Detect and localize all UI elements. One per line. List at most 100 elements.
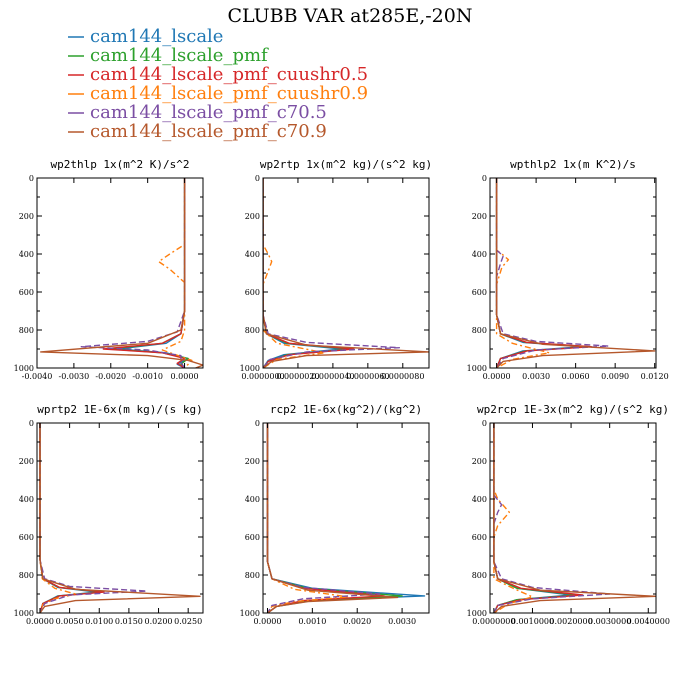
x-tick-label: -0.0020 [95,372,126,381]
x-tick-label: 0.0030 [522,372,550,381]
panel-4: wprtp2 1E-6x(m kg)/(s kg)0 200 400 600 800 10… [14,403,204,626]
y-tick-label: 200 [472,457,487,466]
y-tick-label: 400 [472,495,487,504]
series-line [39,423,98,613]
series-line [266,423,399,613]
panel-5: rcp2 1E-6x(kg^2)/(kg^2) 0 200 400 600 800 1000… [240,403,430,626]
x-tick-label: 0.0050 [56,617,84,626]
series-line [495,178,590,368]
y-tick-label: 600 [19,288,34,297]
y-tick-label: 0 [29,174,34,183]
y-tick-label: 1000 [240,364,260,373]
y-tick-label: 600 [472,288,487,297]
series-line [495,178,593,368]
panel-title: rcp2 1E-6x(kg^2)/(kg^2) [270,403,422,416]
y-tick-label: 600 [19,533,34,542]
y-tick-label: 400 [245,495,260,504]
x-tick-label: 0.0100 [85,617,113,626]
x-tick-label: 0.0020 [343,617,371,626]
series-line [266,423,381,613]
y-tick-label: 400 [245,250,260,259]
x-tick-label: 0.0020000 [549,617,592,626]
y-tick-label: 1000 [467,364,487,373]
x-tick-label: 0.0200 [145,617,173,626]
x-tick-label: -0.0030 [59,372,90,381]
panel-title: wprtp2 1E-6x(m kg)/(s kg) [37,403,203,416]
series-line [493,423,534,613]
y-tick-label: 0 [482,174,487,183]
plot-frame [36,177,204,369]
x-tick-label: 0.0000040 [311,372,354,381]
y-tick-label: 200 [19,457,34,466]
legend-entry-label: cam144_lscale_pmf_cuushr0.9 [90,83,368,104]
y-tick-label: 600 [245,533,260,542]
series-line [495,178,583,368]
y-tick-label: 0 [29,419,34,428]
panel-title: wp2rtp 1x(m^2 kg)/(s^2 kg) [260,158,432,171]
y-tick-label: 400 [19,250,34,259]
y-tick-label: 800 [19,571,34,580]
series-line [493,423,611,613]
y-tick-label: 800 [245,326,260,335]
x-tick-label: 0.0000000 [472,617,515,626]
x-tick-label: 0.0030000 [588,617,631,626]
panel-6: wp2rcp 1E-3x(m^2 kg)/(s^2 kg) 0 200 400 600 8… [467,403,670,626]
x-tick-label: 0.0120 [641,372,669,381]
figure-title: CLUBB VAR at285E,-20N [228,5,473,27]
x-tick-label: 0.0060 [562,372,590,381]
series-group [40,178,203,368]
legend-entry-label: cam144_lscale_pmf_cuushr0.5 [90,64,368,85]
series-line [493,423,580,613]
y-tick-label: 1000 [467,609,487,618]
panel-title: wp2rcp 1E-3x(m^2 kg)/(s^2 kg) [477,403,669,416]
series-line [495,178,656,368]
plot-frame [489,422,657,614]
y-tick-label: 0 [255,174,260,183]
y-tick-label: 800 [472,571,487,580]
series-line [493,423,656,613]
y-tick-label: 1000 [14,364,34,373]
series-line [157,178,193,368]
x-tick-label: -0.0010 [132,372,163,381]
y-tick-label: 1000 [240,609,260,618]
series-group [495,178,656,368]
x-tick-label: 0.0000 [253,617,281,626]
x-tick-label: 0.0000 [26,617,54,626]
y-tick-label: 200 [19,212,34,221]
y-tick-label: 600 [245,288,260,297]
x-tick-label: 0.0030 [388,617,416,626]
x-tick-label: 0.0090 [601,372,629,381]
series-group [266,423,426,613]
series-line [263,178,343,368]
y-tick-label: 0 [482,419,487,428]
series-line [266,423,349,613]
y-tick-label: 200 [245,457,260,466]
y-tick-label: 1000 [14,609,34,618]
series-line [39,423,105,613]
series-line [110,178,189,368]
series-group [39,423,201,613]
y-tick-label: 800 [472,326,487,335]
x-tick-label: 0.0000080 [381,372,424,381]
panel-3: wpthlp2 1x(m K^2)/s020040060080010000.00… [467,158,669,381]
y-tick-label: 400 [472,250,487,259]
series-line [40,178,203,368]
y-tick-label: 0 [255,419,260,428]
legend-entry-label: cam144_lscale_pmf_c70.5 [90,102,327,123]
x-tick-label: 0.0150 [115,617,143,626]
x-tick-label: 0.0000020 [276,372,319,381]
legend: cam144_lscalecam144_lscale_pmfcam144_lsc… [68,26,368,142]
series-line [80,178,186,368]
panel-2: wp2rtp 1x(m^2 kg)/(s^2 kg)0 200 400 600 800 1… [240,158,432,381]
x-tick-label: 0.0040000 [627,617,670,626]
series-group [263,178,429,368]
series-line [493,423,584,613]
x-tick-label: 0.0000 [483,372,511,381]
x-tick-label: 0.0000 [171,372,199,381]
series-line [39,423,148,613]
panel-title: wp2thlp 1x(m^2 K)/s^2 [50,158,189,171]
y-tick-label: 200 [472,212,487,221]
series-group [493,423,656,613]
x-tick-label: 0.0010000 [511,617,554,626]
